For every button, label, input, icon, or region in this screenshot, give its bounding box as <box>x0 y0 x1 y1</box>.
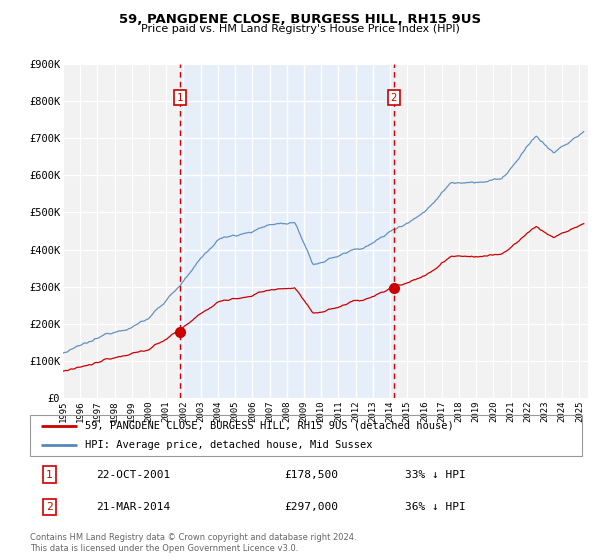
Text: 1: 1 <box>46 470 53 479</box>
Text: 22-OCT-2001: 22-OCT-2001 <box>96 470 170 479</box>
Text: 59, PANGDENE CLOSE, BURGESS HILL, RH15 9US: 59, PANGDENE CLOSE, BURGESS HILL, RH15 9… <box>119 13 481 26</box>
Text: HPI: Average price, detached house, Mid Sussex: HPI: Average price, detached house, Mid … <box>85 440 373 450</box>
Bar <box>180 64 394 398</box>
Text: 33% ↓ HPI: 33% ↓ HPI <box>406 470 466 479</box>
Text: 36% ↓ HPI: 36% ↓ HPI <box>406 502 466 512</box>
Text: 2: 2 <box>391 93 397 102</box>
Text: 59, PANGDENE CLOSE, BURGESS HILL, RH15 9US (detached house): 59, PANGDENE CLOSE, BURGESS HILL, RH15 9… <box>85 421 454 431</box>
Text: £178,500: £178,500 <box>284 470 338 479</box>
Text: 21-MAR-2014: 21-MAR-2014 <box>96 502 170 512</box>
Text: 1: 1 <box>177 93 184 102</box>
Text: Contains HM Land Registry data © Crown copyright and database right 2024.
This d: Contains HM Land Registry data © Crown c… <box>30 533 356 553</box>
Text: £297,000: £297,000 <box>284 502 338 512</box>
Text: Price paid vs. HM Land Registry's House Price Index (HPI): Price paid vs. HM Land Registry's House … <box>140 24 460 34</box>
Text: 2: 2 <box>46 502 53 512</box>
